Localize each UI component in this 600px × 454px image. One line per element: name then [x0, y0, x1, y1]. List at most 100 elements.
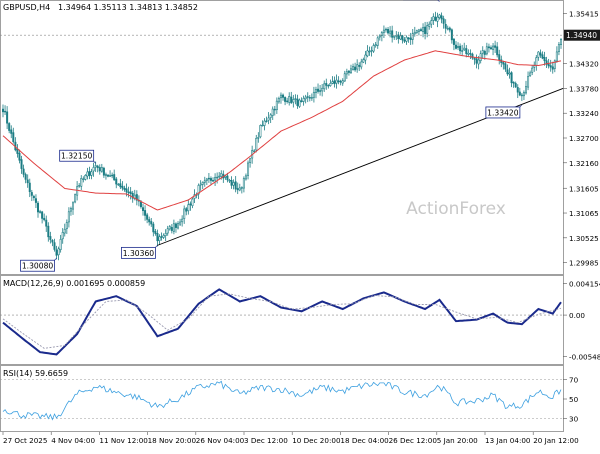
candle	[109, 170, 112, 177]
candle	[197, 183, 200, 200]
price-annotation: 1.30360	[121, 245, 158, 259]
candle	[216, 172, 219, 184]
candle-body	[335, 79, 338, 84]
candle	[463, 42, 466, 52]
candle-body	[115, 178, 118, 185]
candle	[218, 172, 221, 179]
candle	[461, 44, 464, 57]
candle	[327, 84, 330, 89]
candle-body	[345, 71, 348, 75]
candle	[409, 32, 412, 45]
candle-body	[430, 20, 433, 25]
candle	[356, 59, 359, 73]
candle	[292, 94, 295, 108]
candle	[150, 217, 153, 227]
candle	[481, 46, 484, 59]
candle	[308, 95, 311, 102]
candle	[407, 36, 410, 43]
candle	[366, 45, 369, 58]
candle-body	[76, 186, 79, 196]
candle-body	[6, 111, 9, 124]
candle-body	[257, 137, 260, 139]
candle-body	[125, 188, 128, 193]
candle-body	[100, 167, 103, 172]
candle	[234, 176, 237, 193]
candle-body	[325, 83, 328, 86]
candle-body	[489, 47, 492, 50]
candle	[263, 118, 266, 131]
candle-body	[127, 191, 130, 194]
candle-body	[537, 51, 540, 58]
candle-body	[508, 72, 511, 75]
candle	[508, 67, 511, 79]
candle	[341, 78, 344, 86]
annotation-label: 1.32150	[61, 152, 93, 161]
price-panel	[0, 0, 564, 275]
candle	[279, 92, 282, 104]
candle-body	[473, 58, 476, 60]
candle-body	[146, 214, 149, 220]
candle-body	[514, 83, 517, 88]
candle	[238, 183, 241, 192]
candle	[45, 215, 48, 232]
candle-body	[374, 44, 377, 47]
candle	[232, 179, 235, 190]
candle	[22, 164, 25, 178]
price-annotation: 1.35670	[403, 0, 440, 2]
candle-body	[220, 173, 223, 177]
candle-body	[533, 65, 536, 68]
candle-body	[72, 202, 75, 210]
price-axis-label: 1.33240	[569, 109, 599, 118]
candle	[467, 49, 470, 57]
candle	[310, 93, 313, 101]
watermark: ActionForex	[406, 199, 506, 219]
candle-body	[282, 94, 285, 98]
candle-body	[94, 165, 97, 168]
candle	[354, 62, 357, 72]
candle	[183, 205, 186, 224]
candle-body	[292, 99, 295, 103]
candle	[212, 177, 215, 182]
candle	[228, 178, 231, 184]
candle-body	[43, 217, 46, 221]
candle	[487, 43, 490, 53]
candle-body	[92, 167, 95, 172]
candle	[51, 239, 54, 247]
candle-body	[113, 174, 116, 181]
candle-body	[203, 180, 206, 183]
candle-body	[331, 81, 334, 84]
candle	[179, 218, 182, 227]
candle	[189, 201, 192, 211]
candle-body	[407, 37, 410, 40]
candle-body	[349, 68, 352, 73]
time-axis-label: 3 Dec 12:00	[244, 436, 288, 445]
candle-body	[358, 65, 361, 67]
candle-body	[189, 203, 192, 206]
candle	[432, 13, 435, 25]
candle	[12, 127, 15, 144]
annotation-box	[485, 106, 521, 119]
candle-body	[224, 175, 227, 178]
candle	[65, 219, 68, 234]
candle	[541, 51, 544, 60]
candle-body	[356, 64, 359, 70]
annotation-box	[121, 246, 156, 259]
candle	[452, 38, 455, 51]
current-price-label: 1.34940	[566, 31, 597, 40]
candle	[43, 213, 46, 222]
candle	[273, 105, 276, 116]
candle-body	[362, 59, 365, 63]
candle	[485, 42, 488, 56]
candle	[370, 46, 373, 57]
candle-body	[279, 94, 282, 99]
candle-body	[51, 239, 54, 243]
candle	[78, 183, 81, 188]
candle-body	[41, 211, 44, 219]
candle	[325, 78, 328, 90]
candle	[230, 176, 233, 189]
candle	[387, 26, 390, 35]
candle	[543, 51, 546, 66]
candle	[471, 52, 474, 60]
candle	[475, 54, 478, 69]
candle-body	[88, 171, 91, 176]
